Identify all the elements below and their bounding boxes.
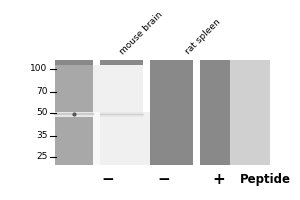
Bar xyxy=(200,60,230,165)
Bar xyxy=(55,60,93,165)
Text: 25: 25 xyxy=(36,152,47,161)
Text: mouse brain: mouse brain xyxy=(118,10,164,56)
Bar xyxy=(93,112,100,165)
Bar xyxy=(143,60,150,165)
Bar xyxy=(100,112,143,117)
Text: 50: 50 xyxy=(36,108,47,117)
Text: rat spleen: rat spleen xyxy=(184,17,223,56)
Bar xyxy=(93,65,143,165)
Bar xyxy=(150,60,193,165)
Bar xyxy=(193,60,200,165)
Text: 100: 100 xyxy=(30,64,47,73)
Text: −: − xyxy=(102,172,114,188)
Text: 35: 35 xyxy=(36,131,47,140)
Text: Peptide: Peptide xyxy=(240,173,291,186)
Bar xyxy=(93,60,100,165)
Text: +: + xyxy=(213,172,225,188)
Text: 70: 70 xyxy=(36,87,47,96)
Bar xyxy=(143,112,150,165)
Bar xyxy=(55,60,270,165)
Bar xyxy=(55,112,93,117)
Bar xyxy=(100,60,143,165)
Text: −: − xyxy=(157,172,170,188)
Bar xyxy=(55,65,93,165)
